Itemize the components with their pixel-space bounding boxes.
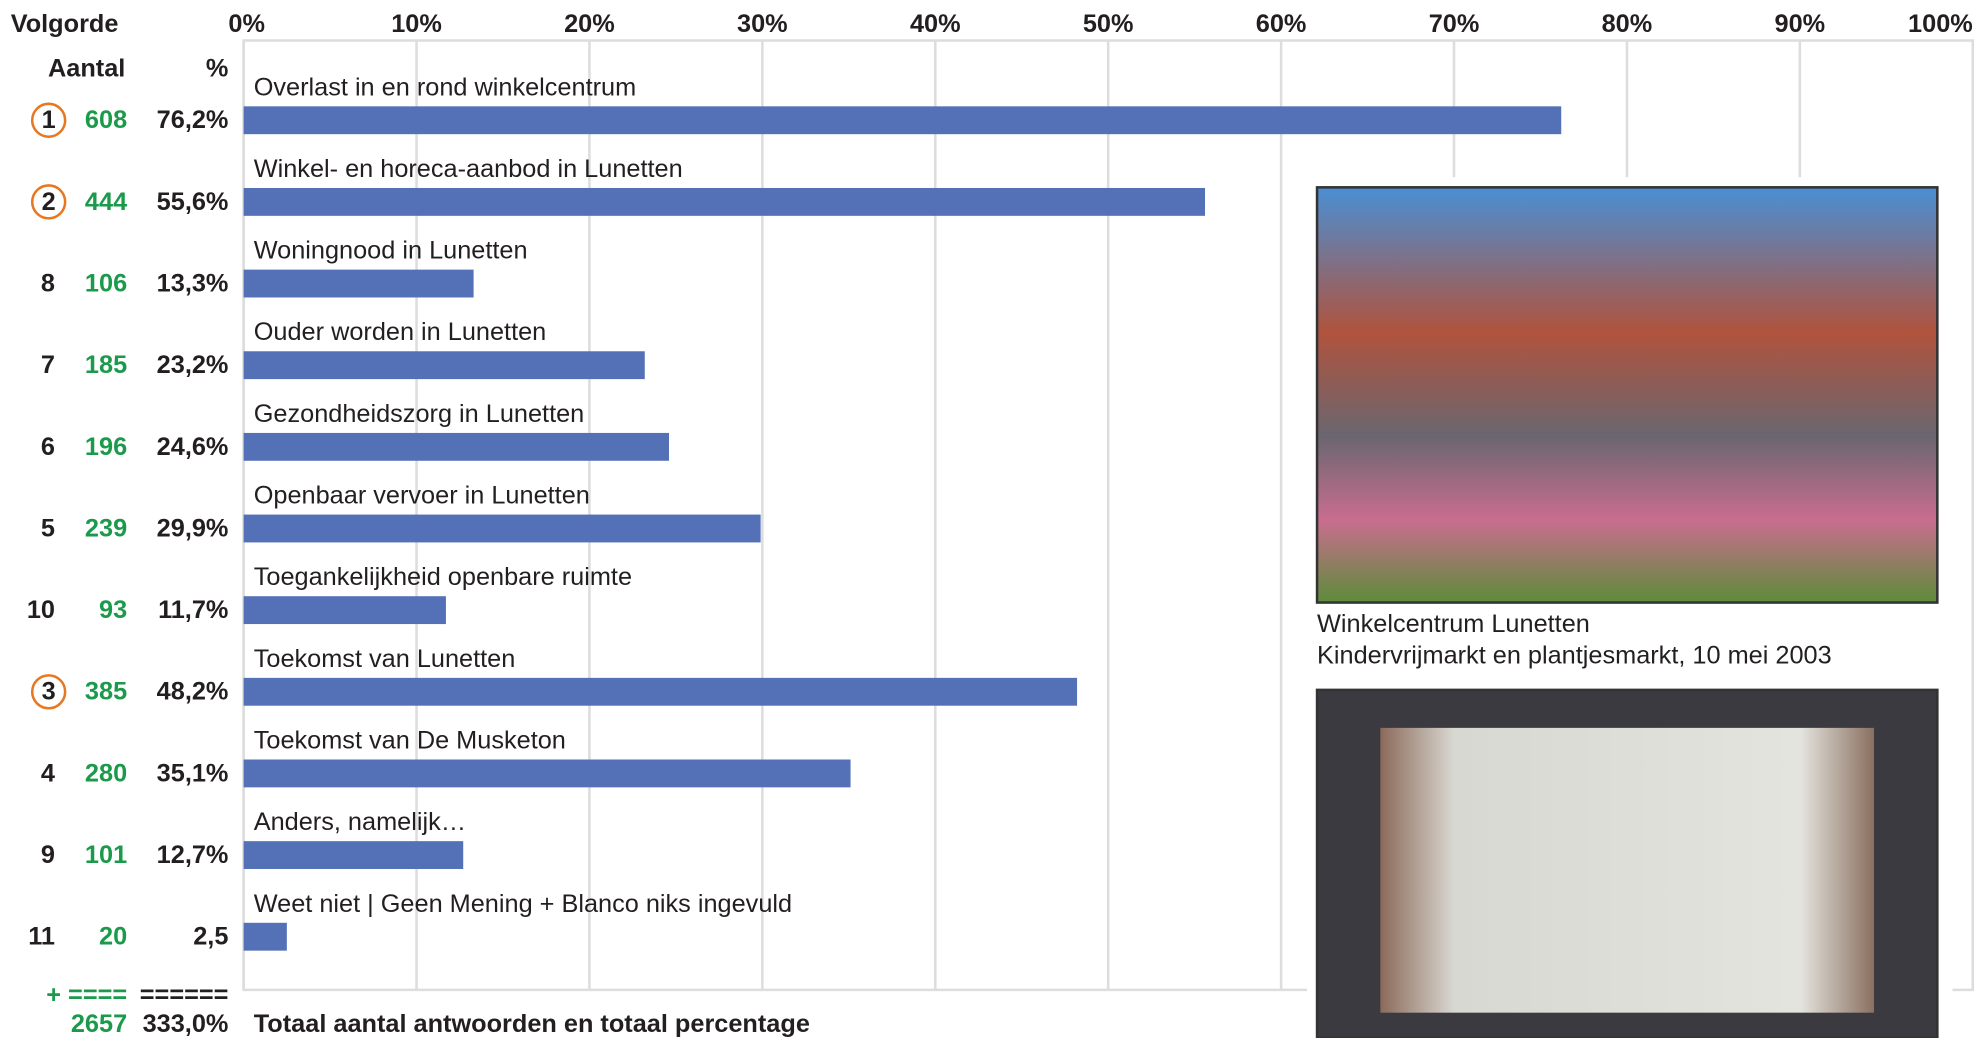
bar [243,351,645,380]
percent-label: 29,9% [157,514,229,542]
rank-header: Volgorde [11,10,119,38]
category-label: Toekomst van Lunetten [254,645,516,673]
rank: 7 [41,351,55,379]
percent-label: 48,2% [157,678,229,706]
x-tick-label: 70% [1429,10,1480,38]
bar [243,187,1206,216]
rank: 4 [41,759,55,787]
bar [243,106,1562,135]
x-tick-label: 40% [910,10,961,38]
total-count: 2657 [71,1010,127,1038]
count: 185 [85,351,127,379]
count: 106 [85,270,127,298]
count: 280 [85,759,127,787]
bar [243,922,287,951]
rank: 11 [28,923,55,951]
bar [243,269,474,298]
bar [243,432,669,461]
x-tick-label: 0% [228,10,265,38]
rank-highlight [30,184,67,220]
category-label: Toegankelijkheid openbare ruimte [254,563,632,591]
rank: 5 [41,514,55,542]
percent-label: 35,1% [157,759,229,787]
bar [243,841,464,870]
percent-label: 55,6% [157,188,229,216]
photo-sign [1380,727,1875,1013]
rank: 2 [42,188,56,216]
total-separator: + ==== [46,981,127,1009]
x-tick-label: 80% [1602,10,1653,38]
photo-caption: Kindervrijmarkt en plantjesmarkt, 10 mei… [1317,642,1832,670]
x-tick-label: 100% [1908,10,1973,38]
bar [243,677,1078,706]
bar [243,596,446,625]
total-label: Totaal aantal antwoorden en totaal perce… [254,1010,810,1038]
count: 196 [85,433,127,461]
category-label: Anders, namelijk… [254,808,466,836]
total-percent: 333,0% [143,1010,229,1038]
bar [243,514,761,543]
percent-label: 13,3% [157,270,229,298]
rank: 6 [41,433,55,461]
percent-label: 76,2% [157,106,229,134]
category-label: Winkel- en horeca-aanbod in Lunetten [254,155,683,183]
count: 444 [85,188,127,216]
total-separator: ====== [140,981,229,1009]
count: 385 [85,678,127,706]
count: 608 [85,106,127,134]
x-tick-label: 20% [564,10,615,38]
count: 239 [85,514,127,542]
category-label: Toekomst van De Musketon [254,726,566,754]
rank: 1 [42,106,56,134]
photo-caption: Winkelcentrum Lunetten [1317,610,1590,638]
rank: 9 [41,841,55,869]
percent-label: 24,6% [157,433,229,461]
rank-highlight [30,674,67,710]
category-label: Weet niet | Geen Mening + Blanco niks in… [254,890,792,918]
count: 93 [99,596,127,624]
percent-header: % [206,54,229,82]
x-tick-label: 10% [391,10,442,38]
percent-label: 23,2% [157,351,229,379]
category-label: Ouder worden in Lunetten [254,318,547,346]
photos [1306,177,1953,1038]
photo [1315,186,1939,604]
category-label: Gezondheidszorg in Lunetten [254,400,585,428]
x-tick-label: 30% [737,10,788,38]
rank: 8 [41,270,55,298]
percent-label: 11,7% [158,596,228,624]
category-label: Woningnood in Lunetten [254,237,528,265]
bar [243,759,851,788]
x-tick-label: 50% [1083,10,1134,38]
category-label: Openbaar vervoer in Lunetten [254,482,590,510]
count: 20 [99,923,127,951]
rank-highlight [30,102,67,138]
count: 101 [85,841,127,869]
rank: 10 [27,596,55,624]
x-tick-label: 60% [1256,10,1307,38]
count-header: Aantal [48,54,125,82]
rank: 3 [42,678,56,706]
x-tick-label: 90% [1775,10,1826,38]
percent-label: 12,7% [157,841,229,869]
percent-label: 2,5 [193,923,228,951]
category-label: Overlast in en rond winkelcentrum [254,73,636,101]
